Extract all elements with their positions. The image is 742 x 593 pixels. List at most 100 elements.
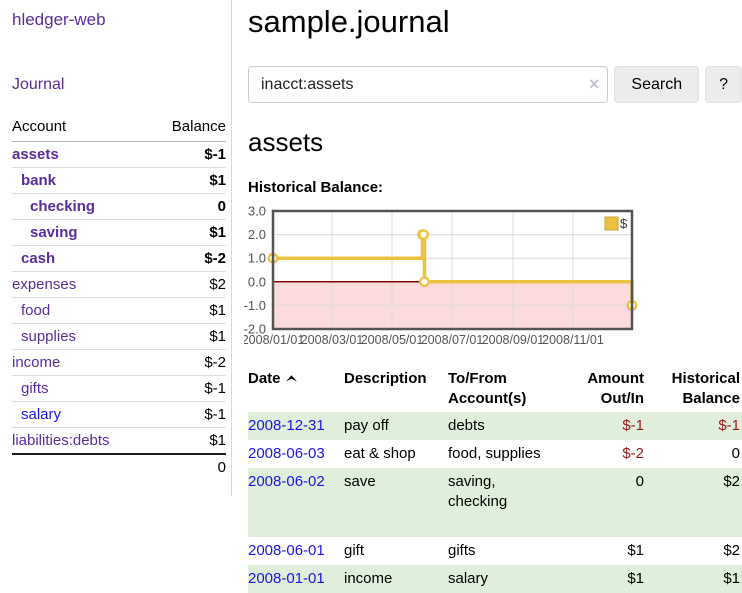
register-row: 2008-06-03 eat & shop food, supplies $-2… (248, 440, 742, 468)
register-amount: $1 (627, 541, 644, 559)
svg-text:2008/05/01: 2008/05/01 (361, 333, 424, 347)
search-input[interactable] (248, 66, 609, 103)
search-row: × Search ? (248, 66, 742, 103)
register-table: Date Description To/From Account(s) Amou… (248, 367, 742, 593)
register-date-link[interactable]: 2008-12-31 (248, 416, 325, 434)
account-balance: $2 (209, 276, 226, 293)
journal-link[interactable]: Journal (12, 76, 65, 93)
account-balance: $1 (209, 302, 226, 319)
register-date-link[interactable]: 2008-06-01 (248, 541, 325, 559)
register-row: 2008-12-31 pay off debts $-1 $-1 (248, 411, 742, 440)
register-date-link[interactable]: 2008-01-01 (248, 569, 325, 587)
account-row: saving $1 (12, 219, 226, 246)
account-row: income $-2 (12, 349, 226, 376)
sort-ascending-icon (285, 369, 298, 389)
accounts-total-value: 0 (217, 459, 226, 476)
register-description: eat & shop (344, 444, 416, 462)
account-balance: $1 (209, 224, 226, 241)
account-link[interactable]: food (21, 302, 51, 319)
account-balance: $-2 (204, 354, 226, 371)
register-amount: $-2 (622, 444, 644, 462)
account-row: expenses $2 (12, 271, 226, 298)
account-row: gifts $-1 (12, 375, 226, 402)
accounts-table: Account Balance assets $-1 bank $1 check… (12, 114, 226, 480)
app-title-link[interactable]: hledger-web (12, 10, 106, 29)
account-row: salary $-1 (12, 401, 226, 428)
register-header-row: Date Description To/From Account(s) Amou… (248, 367, 742, 412)
sidebar: hledger-web Journal Account Balance asse… (0, 0, 232, 496)
account-link[interactable]: cash (21, 250, 56, 267)
account-balance: $-1 (204, 406, 226, 423)
account-link[interactable]: saving (30, 224, 78, 241)
svg-text:2008/11/01: 2008/11/01 (542, 333, 604, 347)
accounts-header-row: Account Balance (12, 114, 226, 142)
svg-text:3.0: 3.0 (248, 205, 266, 219)
main-content: sample.journal × Search ? assets Histori… (244, 0, 742, 593)
account-balance: $1 (209, 432, 226, 449)
register-accounts: saving, checking (448, 468, 560, 537)
accounts-column-header: To/From Account(s) (448, 370, 527, 407)
date-column-header[interactable]: Date (248, 367, 344, 412)
svg-text:2008/03/01: 2008/03/01 (301, 333, 364, 347)
description-column-header: Description (344, 370, 427, 387)
account-link[interactable]: assets (12, 146, 59, 163)
account-link[interactable]: checking (30, 198, 96, 215)
register-amount: 0 (560, 468, 646, 537)
register-amount: $-1 (560, 411, 646, 440)
account-column-header: Account (12, 118, 67, 135)
account-balance: $1 (209, 172, 226, 189)
balance-column-header-register: Historical Balance (671, 370, 740, 407)
search-box: × (248, 66, 609, 103)
svg-text:0.0: 0.0 (248, 274, 266, 289)
register-date-link[interactable]: 2008-06-03 (248, 444, 325, 462)
register-row: 2008-01-01 income salary $1 $1 (248, 564, 742, 593)
register-description: save (344, 468, 448, 537)
svg-text:2008/09/01: 2008/09/01 (482, 333, 545, 347)
accounts-total-row: 0 (12, 454, 226, 480)
register-description: gift (344, 541, 365, 559)
account-balance: $-2 (204, 250, 226, 267)
svg-text:-2.0: -2.0 (244, 322, 266, 337)
account-link[interactable]: gifts (21, 380, 49, 397)
account-balance: 0 (217, 198, 226, 215)
register-row: 2008-06-02 save saving, checking 0 $2 (248, 468, 742, 537)
register-description: income (344, 564, 448, 593)
account-link[interactable]: expenses (12, 276, 77, 293)
account-row: assets $-1 (12, 142, 226, 168)
svg-text:2008/07/01: 2008/07/01 (421, 333, 484, 347)
svg-text:2.0: 2.0 (248, 227, 266, 242)
register-accounts: food, supplies (448, 444, 541, 462)
svg-text:1.0: 1.0 (248, 251, 266, 266)
account-link[interactable]: income (12, 354, 61, 371)
search-button[interactable]: Search (614, 66, 700, 103)
account-link[interactable]: salary (21, 406, 62, 423)
register-balance: $1 (646, 564, 742, 593)
account-row: checking 0 (12, 193, 226, 220)
register-amount: $1 (560, 564, 646, 593)
register-accounts: gifts (448, 541, 476, 559)
balance-column-header: Balance (171, 118, 226, 135)
account-row: liabilities:debts $1 (12, 427, 226, 455)
register-tbody: 2008-12-31 pay off debts $-1 $-1 2008-06… (248, 411, 742, 593)
historical-balance-chart[interactable]: $3.0 2.0 1.0 0.0 -1.0 -2.0 2008/01/01 2008/03/0… (244, 205, 640, 347)
help-button[interactable]: ? (705, 66, 742, 103)
svg-text:2008/01/01: 2008/01/01 (244, 333, 304, 347)
clear-search-icon[interactable]: × (588, 74, 600, 94)
amount-column-header: Amount Out/In (587, 370, 644, 407)
account-row: cash $-2 (12, 245, 226, 272)
register-row: 2008-06-01 gift gifts $1 $2 (248, 537, 742, 565)
account-link[interactable]: liabilities:debts (12, 432, 110, 449)
register-balance: $-1 (646, 411, 742, 440)
account-heading: assets (248, 127, 324, 157)
register-accounts: debts (448, 411, 560, 440)
register-balance: $2 (723, 541, 740, 559)
register-date-link[interactable]: 2008-06-02 (248, 473, 325, 491)
account-balance: $-1 (204, 380, 226, 397)
register-description: pay off (344, 411, 448, 440)
account-row: supplies $1 (12, 323, 226, 350)
chart-title: Historical Balance: (248, 179, 384, 196)
account-link[interactable]: bank (21, 172, 57, 189)
account-link[interactable]: supplies (21, 328, 77, 345)
account-balance: $-1 (204, 146, 226, 163)
account-row: food $1 (12, 297, 226, 324)
